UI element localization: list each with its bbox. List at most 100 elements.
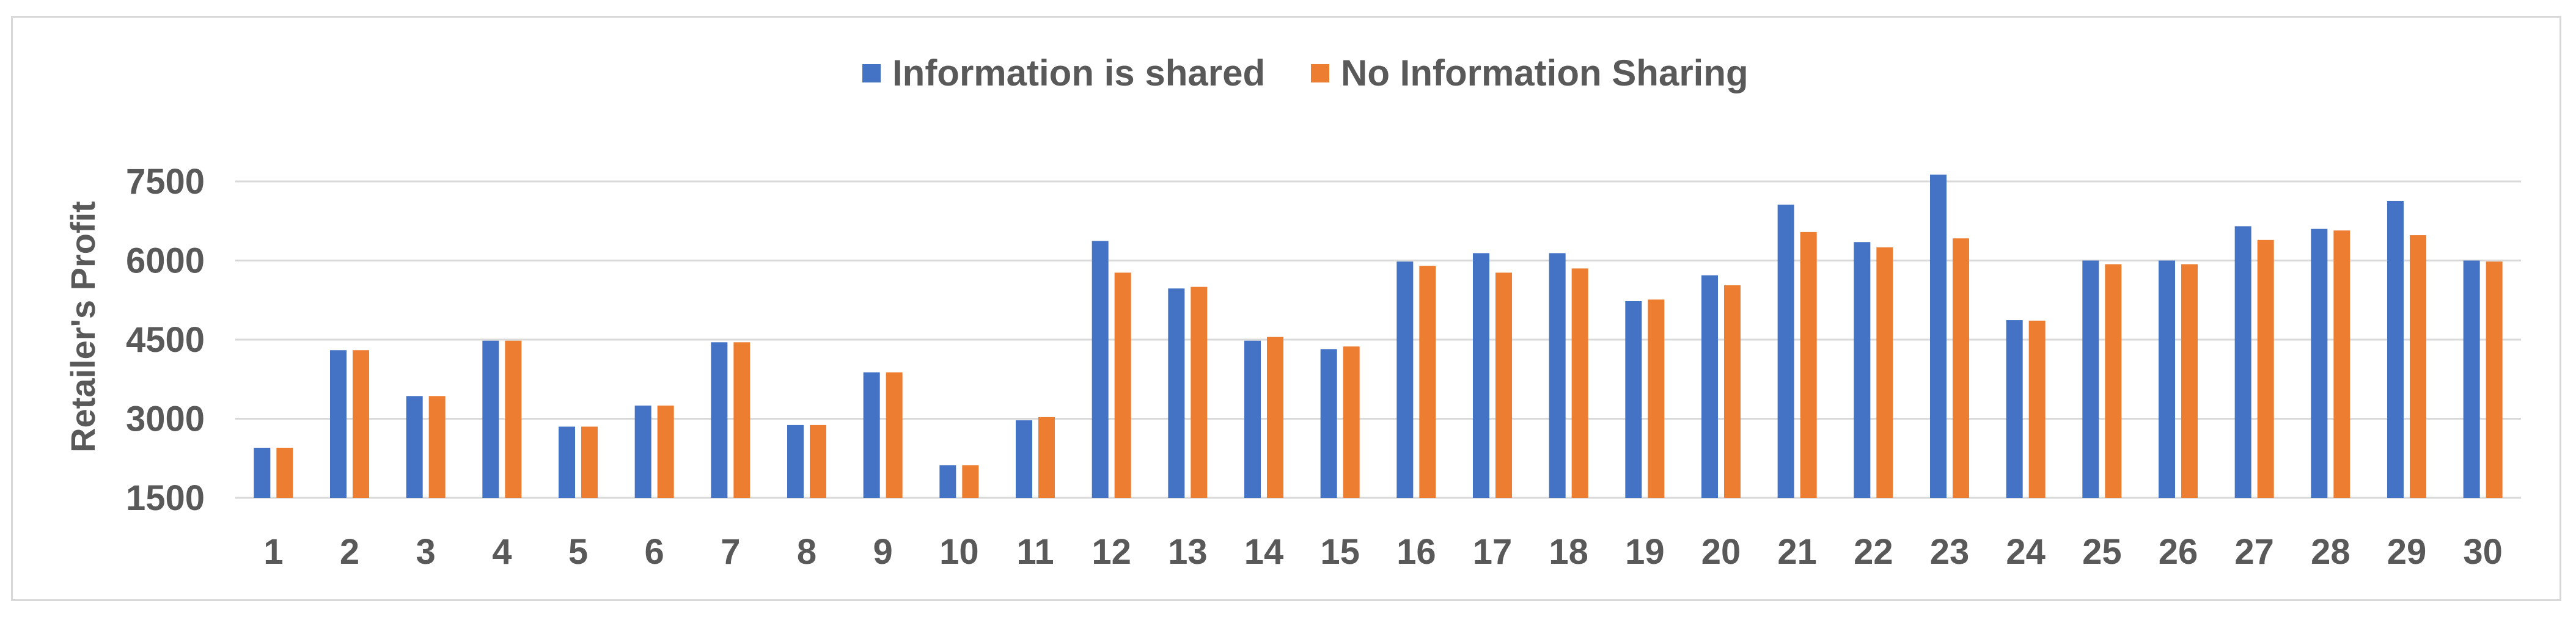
x-tick-label: 20 (1701, 532, 1741, 572)
bar-information-shared-21 (1777, 204, 1794, 498)
bar-no-information-sharing-25 (2105, 264, 2122, 498)
bar-no-information-sharing-13 (1191, 286, 1208, 498)
x-tick-label: 5 (568, 532, 588, 572)
bar-no-information-sharing-14 (1267, 337, 1283, 498)
bar-information-shared-24 (2006, 320, 2023, 498)
x-tick-label: 26 (2159, 532, 2198, 572)
bar-no-information-sharing-16 (1419, 266, 1436, 498)
bar-information-shared-5 (559, 426, 575, 498)
bar-no-information-sharing-4 (505, 340, 522, 498)
x-tick-label: 16 (1396, 532, 1436, 572)
bar-no-information-sharing-27 (2257, 239, 2274, 498)
x-tick-label: 22 (1854, 532, 1893, 572)
x-tick-label: 11 (1016, 532, 1054, 572)
bar-information-shared-4 (482, 340, 499, 498)
x-tick-label: 25 (2082, 532, 2122, 572)
x-tick-label: 15 (1320, 532, 1360, 572)
legend: Information is shared No Information Sha… (862, 53, 1749, 93)
bar-information-shared-1 (254, 447, 271, 498)
y-tick-label: 6000 (126, 241, 205, 281)
bar-information-shared-17 (1473, 253, 1489, 498)
x-tick-label: 21 (1777, 532, 1817, 572)
y-tick-label: 1500 (126, 478, 205, 518)
x-tick-label: 12 (1092, 532, 1131, 572)
bar-information-shared-12 (1092, 241, 1109, 498)
bar-no-information-sharing-5 (581, 426, 598, 498)
x-tick-label: 28 (2311, 532, 2350, 572)
bar-information-shared-25 (2082, 260, 2099, 498)
x-tick-label: 18 (1549, 532, 1588, 572)
bar-no-information-sharing-7 (733, 342, 750, 498)
bar-no-information-sharing-29 (2410, 235, 2426, 498)
x-tick-label: 14 (1244, 532, 1284, 572)
bar-no-information-sharing-23 (1953, 238, 1969, 498)
bar-information-shared-9 (863, 372, 880, 498)
bar-information-shared-10 (939, 465, 956, 498)
bar-no-information-sharing-26 (2181, 264, 2198, 498)
legend-label-information-shared: Information is shared (892, 53, 1265, 93)
bar-no-information-sharing-6 (657, 405, 674, 498)
bar-information-shared-26 (2159, 260, 2175, 498)
bar-information-shared-6 (634, 405, 651, 498)
x-tick-label: 8 (797, 532, 816, 572)
x-tick-label: 13 (1168, 532, 1208, 572)
legend-swatch-no-information-sharing (1311, 64, 1329, 82)
x-tick-label: 2 (340, 532, 359, 572)
bar-information-shared-20 (1701, 275, 1718, 498)
bar-no-information-sharing-15 (1343, 346, 1360, 498)
bar-no-information-sharing-20 (1724, 285, 1741, 498)
x-tick-label: 24 (2006, 532, 2046, 572)
bar-no-information-sharing-19 (1648, 299, 1665, 498)
bar-no-information-sharing-18 (1571, 268, 1588, 498)
bar-no-information-sharing-21 (1800, 232, 1817, 498)
bar-information-shared-3 (406, 396, 423, 498)
bar-information-shared-8 (787, 425, 804, 498)
bar-no-information-sharing-28 (2333, 230, 2350, 498)
bar-no-information-sharing-3 (428, 396, 446, 498)
bar-information-shared-23 (1930, 174, 1947, 498)
bar-information-shared-19 (1625, 301, 1642, 498)
bar-information-shared-22 (1854, 242, 1871, 498)
x-tick-label: 6 (645, 532, 664, 572)
bar-no-information-sharing-2 (353, 350, 369, 498)
x-tick-label: 30 (2463, 532, 2503, 572)
y-tick-label: 7500 (126, 162, 205, 202)
bar-no-information-sharing-1 (276, 447, 293, 498)
legend-label-no-information-sharing: No Information Sharing (1341, 53, 1749, 93)
x-tick-label: 9 (873, 532, 893, 572)
bar-no-information-sharing-12 (1114, 272, 1131, 498)
bar-information-shared-13 (1168, 288, 1185, 498)
x-tick-label: 17 (1473, 532, 1513, 572)
x-tick-label: 3 (416, 532, 436, 572)
x-tick-label: 7 (721, 532, 740, 572)
x-tick-label: 27 (2234, 532, 2274, 572)
bar-no-information-sharing-11 (1038, 417, 1055, 498)
bar-information-shared-7 (711, 342, 728, 498)
bar-information-shared-11 (1016, 420, 1032, 498)
bar-information-shared-30 (2463, 260, 2480, 498)
bar-no-information-sharing-30 (2486, 261, 2503, 498)
gridlines (235, 180, 2521, 499)
bar-information-shared-16 (1396, 261, 1414, 498)
bar-no-information-sharing-24 (2028, 320, 2046, 498)
bars (254, 174, 2503, 498)
x-axis-ticks: 1 2 3 4 5 6 7 8 9 10 11 12 13 14 15 16 17 18 19 20 21 22 23 24 2… (263, 532, 2503, 572)
legend-swatch-information-shared (862, 64, 881, 82)
bar-information-shared-29 (2387, 200, 2404, 498)
bar-no-information-sharing-8 (810, 425, 826, 498)
bar-no-information-sharing-9 (886, 372, 903, 498)
bar-no-information-sharing-10 (962, 465, 979, 498)
bar-no-information-sharing-17 (1495, 272, 1512, 498)
x-tick-label: 10 (939, 532, 979, 572)
x-tick-label: 23 (1930, 532, 1970, 572)
bar-information-shared-18 (1549, 253, 1566, 498)
chart-frame (11, 16, 2561, 601)
x-tick-label: 29 (2387, 532, 2427, 572)
y-tick-label: 4500 (126, 320, 205, 360)
bar-information-shared-2 (330, 350, 347, 498)
bar-information-shared-27 (2234, 226, 2251, 498)
x-tick-label: 1 (263, 532, 283, 572)
bar-information-shared-15 (1320, 349, 1337, 498)
bar-no-information-sharing-22 (1876, 247, 1893, 498)
